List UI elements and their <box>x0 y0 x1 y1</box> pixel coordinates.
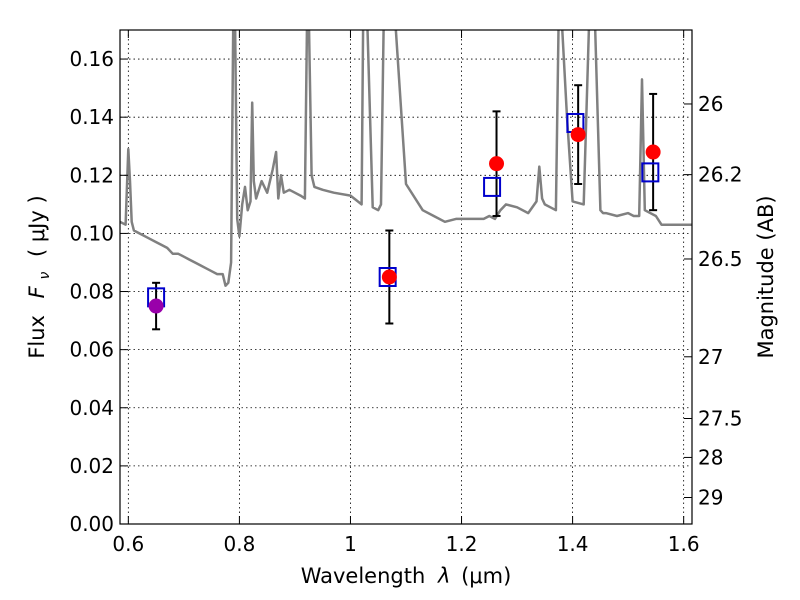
x-axis-ticks: 0.6 0.8 1 1.2 1.4 1.6 <box>112 30 700 556</box>
model-spectrum-line <box>120 30 692 287</box>
y2-axis-label: Magnitude (AB) <box>754 195 778 358</box>
y-tick-label: 0.06 <box>69 338 114 362</box>
x-tick-label: 0.8 <box>223 532 255 556</box>
observed-point <box>489 156 505 172</box>
errorbars <box>152 84 658 331</box>
magnitude-tick-label: 29 <box>698 485 723 509</box>
x-tick-label: 0.6 <box>112 532 144 556</box>
x-axis-label: Wavelength λ (μm) <box>301 564 512 588</box>
magnitude-tick-label: 28 <box>698 445 723 469</box>
y-tick-label: 0.16 <box>69 47 114 71</box>
magnitude-tick-label: 26.5 <box>698 247 743 271</box>
model-flux-square <box>483 176 502 197</box>
model-flux-square <box>641 162 660 183</box>
observed-point <box>381 269 397 285</box>
y-tick-label: 0.08 <box>69 280 114 304</box>
y-axis-ticks: 0.00 0.02 0.04 0.06 0.08 0.10 0.12 0.14 0.16 <box>69 47 128 536</box>
y-tick-label: 0.12 <box>69 163 114 187</box>
observed-point <box>570 127 586 143</box>
x-tick-label: 1.2 <box>446 532 478 556</box>
y-tick-label: 0.02 <box>69 454 114 478</box>
grid-lines <box>120 30 692 525</box>
plot-frame <box>119 29 693 525</box>
model-layer <box>120 30 692 287</box>
y-tick-label: 0.14 <box>69 105 114 129</box>
magnitude-axis-ticks: 26 26.2 26.5 27 27.5 28 29 <box>684 92 743 509</box>
y-tick-label: 0.00 <box>69 512 114 536</box>
magnitude-tick-label: 26.2 <box>698 163 743 187</box>
observed-point <box>645 144 661 160</box>
y-tick-label: 0.04 <box>69 396 114 420</box>
x-tick-label: 1.4 <box>557 532 589 556</box>
magnitude-tick-label: 27 <box>698 345 723 369</box>
magnitude-tick-label: 26 <box>698 92 723 116</box>
magnitude-tick-label: 27.5 <box>698 406 743 430</box>
x-tick-label: 1 <box>344 532 357 556</box>
observed-point <box>148 298 164 314</box>
y-axis-label: Flux F ν ( μJy ) <box>25 195 54 358</box>
observed-points <box>148 127 661 314</box>
y-tick-label: 0.10 <box>69 221 114 245</box>
x-tick-label: 1.6 <box>668 532 700 556</box>
